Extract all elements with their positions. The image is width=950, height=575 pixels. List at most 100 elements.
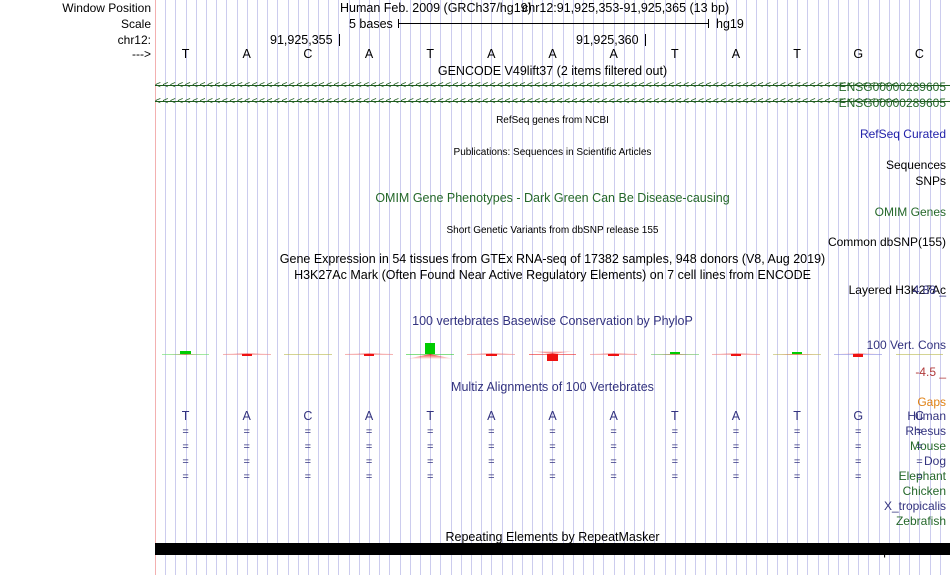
row-label-chrom: chr12: (117, 33, 151, 47)
multiz-base: A (487, 409, 496, 423)
gene-label-0[interactable]: ENSG00000289605 (838, 80, 946, 94)
gene-label-1[interactable]: ENSG00000289605 (838, 96, 946, 110)
multiz-match-glyph: = (304, 426, 312, 438)
multiz-match-glyph: = (671, 471, 679, 483)
position-label[interactable]: chr12:91,925,353-91,925,365 (13 bp) (522, 1, 730, 15)
repeatmasker-bar[interactable] (155, 543, 950, 555)
scale-bar-tick-left (398, 19, 399, 28)
multiz-base: A (731, 409, 741, 423)
multiz-base: T (426, 409, 434, 423)
phylop-bar[interactable] (730, 354, 742, 356)
multiz-base: A (364, 409, 374, 423)
ruler-position-label-1: 91,925,355 (270, 33, 333, 47)
multiz-match-glyph: = (671, 456, 679, 468)
phylop-bar[interactable] (363, 354, 375, 357)
assembly-label: Human Feb. 2009 (GRCh37/hg19) (340, 1, 532, 15)
track-label-refseq-curated[interactable]: RefSeq Curated (859, 127, 946, 141)
multiz-species-label-zebrafish[interactable]: Zebrafish (895, 514, 946, 528)
track-title-dbsnp: Short Genetic Variants from dbSNP releas… (446, 225, 659, 236)
multiz-match-glyph: = (855, 426, 862, 438)
multiz-row-dog: = = = = = = = = = = = = = (155, 456, 950, 468)
track-label-phylop[interactable]: 100 Vert. Cons (866, 338, 946, 352)
multiz-base: A (548, 409, 557, 423)
ruler-base: A (609, 47, 618, 61)
phylop-wiggle-shade (467, 353, 516, 354)
multiz-species-label-human[interactable]: Human (907, 409, 946, 423)
multiz-match-glyph: = (610, 426, 617, 438)
phylop-bar[interactable] (241, 354, 252, 356)
scale-bar (398, 19, 709, 28)
track-label-snps[interactable]: SNPs (915, 174, 946, 188)
phylop-axis-min: -4.5 _ (915, 365, 946, 379)
phylop-bar[interactable] (180, 351, 191, 354)
multiz-base: T (793, 409, 801, 423)
gene-line (155, 101, 950, 102)
track-title-h3k27ac: H3K27Ac Mark (Often Found Near Active Re… (294, 268, 811, 282)
phylop-bar[interactable] (791, 352, 803, 354)
multiz-species-label-elephant[interactable]: Elephant (898, 469, 946, 483)
multiz-match-glyph: = (304, 471, 312, 483)
multiz-match-glyph: = (182, 456, 189, 468)
phylop-wiggle-shade (222, 353, 271, 354)
multiz-label-gaps[interactable]: Gaps (917, 395, 946, 409)
ruler-tick-2 (645, 34, 646, 46)
multiz-match-glyph: = (793, 441, 801, 453)
phylop-conservation-plot[interactable] (155, 328, 950, 378)
ruler-base: A (548, 47, 557, 61)
multiz-base: T (181, 409, 190, 423)
track-title-multiz: Multiz Alignments of 100 Vertebrates (451, 380, 654, 394)
track-label-omim-genes[interactable]: OMIM Genes (874, 205, 946, 219)
phylop-bar[interactable] (424, 342, 436, 354)
track-title-phylop: 100 vertebrates Basewise Conservation by… (412, 314, 693, 328)
gene-row-0[interactable]: <<<<<<<<<<<<<<<<<<<<<<<<<<<<<<<<<<<<<<<<… (155, 80, 950, 91)
row-label-scale: Scale (120, 17, 151, 31)
ruler-base: A (242, 47, 251, 61)
multiz-species-label-x_tropicalis[interactable]: X_tropicalis (883, 499, 946, 513)
gene-row-1[interactable]: <<<<<<<<<<<<<<<<<<<<<<<<<<<<<<<<<<<<<<<<… (155, 96, 950, 107)
multiz-match-glyph: = (610, 471, 617, 483)
label-column-divider (155, 0, 156, 575)
multiz-species-label-mouse[interactable]: Mouse (909, 439, 946, 453)
multiz-species-label-dog[interactable]: Dog (923, 454, 946, 468)
ruler-base: C (303, 47, 313, 61)
multiz-row-mouse: = = = = = = = = = = = = = (155, 441, 950, 453)
multiz-match-glyph: = (916, 426, 923, 438)
phylop-wiggle-shade (406, 354, 455, 360)
phylop-wiggle-shade (345, 353, 393, 354)
multiz-species-label-rhesus[interactable]: Rhesus (905, 424, 946, 438)
gene-strand-arrows: <<<<<<<<<<<<<<<<<<<<<<<<<<<<<<<<<<<<<<<<… (155, 80, 899, 91)
multiz-match-glyph: = (243, 456, 250, 468)
phylop-bar[interactable] (669, 352, 680, 354)
multiz-match-glyph: = (243, 441, 250, 453)
ruler-position-label-2: 91,925,360 (576, 33, 639, 47)
multiz-match-glyph: = (304, 441, 312, 453)
multiz-species-label-chicken[interactable]: Chicken (902, 484, 946, 498)
multiz-match-glyph: = (426, 471, 434, 483)
multiz-match-glyph: = (549, 441, 556, 453)
track-label-common-dbsnp[interactable]: Common dbSNP(155) (827, 235, 946, 249)
phylop-bar[interactable] (608, 354, 619, 356)
multiz-match-glyph: = (916, 441, 923, 453)
multiz-match-glyph: = (365, 441, 373, 453)
multiz-match-glyph: = (488, 456, 495, 468)
multiz-match-glyph: = (732, 471, 740, 483)
phylop-bar[interactable] (853, 354, 864, 357)
multiz-base: C (914, 409, 924, 423)
multiz-base: A (609, 409, 618, 423)
phylop-wiggle-shade (773, 354, 821, 355)
multiz-row-elephant: = = = = = = = = = = = = = (155, 471, 950, 483)
track-label-layered-h3k27ac[interactable]: Layered H3K27Ac (848, 283, 946, 297)
multiz-match-glyph: = (426, 426, 434, 438)
phylop-bar[interactable] (486, 354, 497, 356)
multiz-match-glyph: = (488, 441, 495, 453)
phylop-bar[interactable] (547, 354, 558, 361)
phylop-wiggle-shade (528, 350, 577, 354)
phylop-wiggle-shade (161, 354, 210, 356)
multiz-match-glyph: = (426, 441, 434, 453)
ruler-base: G (853, 47, 864, 61)
track-label-sequences[interactable]: Sequences (885, 158, 946, 172)
phylop-axis-max: 4.88 _ (912, 283, 946, 297)
ruler-base: T (793, 47, 801, 61)
